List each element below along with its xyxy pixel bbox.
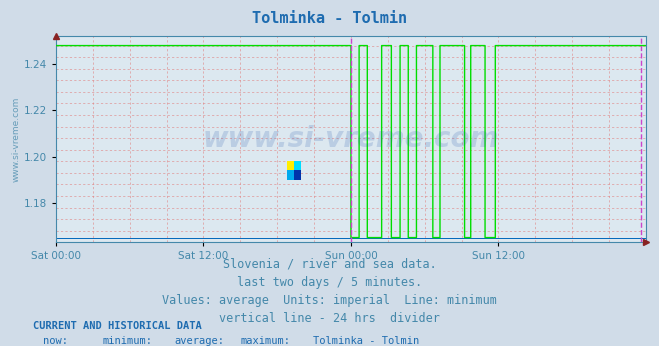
- Text: CURRENT AND HISTORICAL DATA: CURRENT AND HISTORICAL DATA: [33, 321, 202, 331]
- Text: last two days / 5 minutes.: last two days / 5 minutes.: [237, 276, 422, 289]
- Text: average:: average:: [175, 336, 225, 346]
- Bar: [287, 161, 294, 171]
- Text: vertical line - 24 hrs  divider: vertical line - 24 hrs divider: [219, 312, 440, 325]
- Text: Tolminka - Tolmin: Tolminka - Tolmin: [252, 11, 407, 26]
- Text: minimum:: minimum:: [102, 336, 152, 346]
- Bar: [294, 171, 301, 180]
- Text: now:: now:: [43, 336, 68, 346]
- Text: maximum:: maximum:: [241, 336, 291, 346]
- Text: Tolminka - Tolmin: Tolminka - Tolmin: [313, 336, 419, 346]
- Text: www.si-vreme.com: www.si-vreme.com: [11, 97, 20, 182]
- Bar: [287, 171, 294, 180]
- Text: www.si-vreme.com: www.si-vreme.com: [203, 125, 499, 153]
- Bar: [294, 161, 301, 171]
- Text: Slovenia / river and sea data.: Slovenia / river and sea data.: [223, 258, 436, 271]
- Text: Values: average  Units: imperial  Line: minimum: Values: average Units: imperial Line: mi…: [162, 294, 497, 307]
